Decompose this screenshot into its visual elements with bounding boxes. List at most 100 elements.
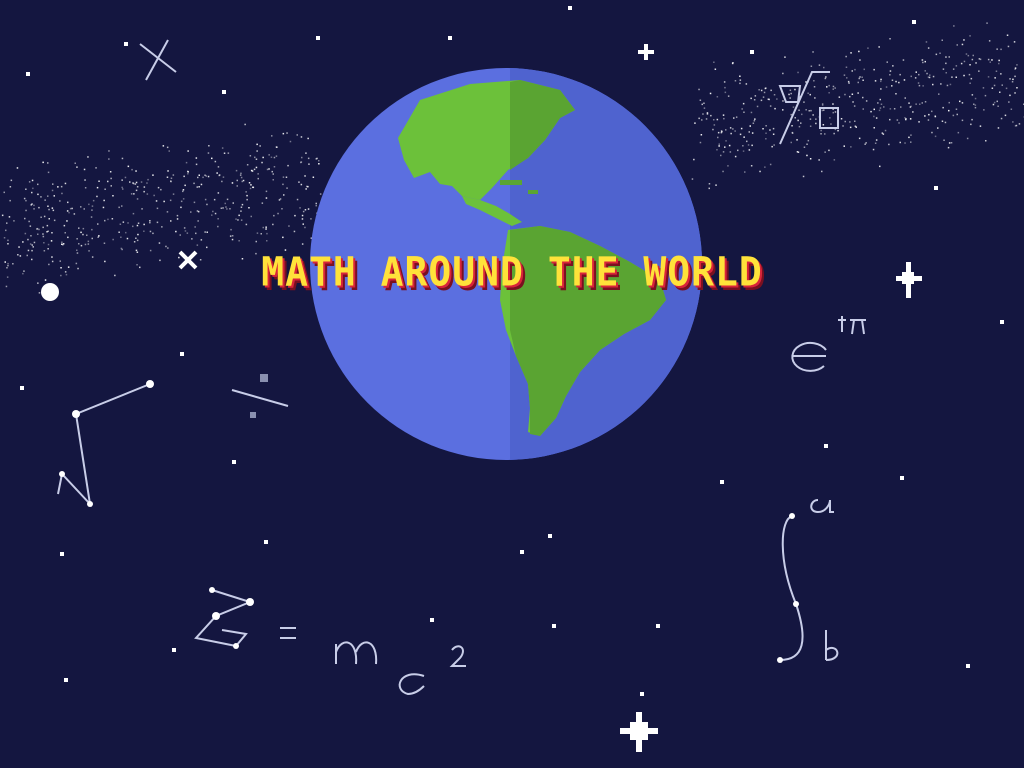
milky-way-dust [302, 223, 304, 225]
milky-way-dust [153, 194, 155, 197]
milky-way-dust [221, 180, 223, 183]
milky-way-dust [788, 93, 790, 96]
milky-way-dust [992, 103, 995, 106]
milky-way-dust [852, 101, 854, 103]
star [966, 664, 970, 668]
milky-way-dust [826, 86, 828, 88]
milky-way-dust [66, 210, 69, 212]
milky-way-dust [31, 203, 33, 205]
milky-way-dust [255, 240, 257, 243]
milky-way-dust [262, 156, 264, 159]
milky-way-dust [265, 227, 267, 229]
milky-way-dust [268, 154, 270, 156]
milky-way-dust [172, 193, 175, 195]
milky-way-dust [37, 183, 39, 186]
milky-way-dust [315, 202, 317, 205]
milky-way-dust [289, 140, 292, 143]
milky-way-dust [244, 123, 246, 126]
milky-way-dust [136, 264, 138, 266]
milky-way-dust [942, 68, 945, 70]
milky-way-dust [956, 44, 958, 46]
milky-way-dust [805, 81, 807, 83]
milky-way-dust [1011, 81, 1014, 83]
milky-way-dust [275, 155, 278, 157]
milky-way-dust [722, 151, 725, 153]
milky-way-dust [765, 132, 767, 134]
milky-way-dust [983, 109, 985, 111]
star [552, 624, 556, 628]
milky-way-dust [857, 92, 859, 94]
milky-way-dust [715, 184, 717, 186]
milky-way-dust [824, 77, 827, 80]
star [124, 42, 128, 46]
milky-way-dust [143, 223, 145, 226]
milky-way-dust [989, 61, 991, 63]
star [640, 692, 644, 696]
milky-way-dust [938, 93, 940, 95]
milky-way-dust [845, 66, 848, 68]
milky-way-dust [236, 179, 238, 182]
milky-way-dust [141, 208, 143, 210]
milky-way-dust [809, 93, 811, 96]
milky-way-dust [899, 73, 901, 76]
milky-way-dust [84, 243, 87, 246]
milky-way-dust [765, 138, 767, 140]
milky-way-dust [7, 262, 9, 265]
milky-way-dust [187, 173, 189, 175]
milky-way-dust [724, 86, 726, 89]
milky-way-dust [834, 111, 837, 113]
milky-way-dust [242, 179, 245, 182]
milky-way-dust [895, 93, 897, 95]
milky-way-dust [701, 119, 703, 121]
star [520, 550, 524, 554]
milky-way-dust [114, 274, 116, 277]
milky-way-dust [147, 178, 149, 181]
milky-way-dust [33, 204, 35, 207]
milky-way-dust [135, 181, 138, 184]
milky-way-dust [724, 91, 727, 94]
milky-way-dust [988, 40, 991, 42]
milky-way-dust [851, 70, 853, 72]
milky-way-dust [997, 127, 1000, 129]
milky-way-dust [250, 184, 252, 186]
milky-way-dust [180, 206, 182, 209]
milky-way-dust [265, 190, 268, 193]
milky-way-dust [249, 155, 252, 157]
milky-way-dust [873, 108, 875, 111]
milky-way-dust [891, 79, 894, 81]
milky-way-dust [253, 168, 256, 171]
milky-way-dust [760, 99, 763, 102]
milky-way-dust [190, 211, 192, 213]
milky-way-dust [38, 206, 40, 209]
milky-way-dust [949, 83, 952, 86]
milky-way-dust [840, 118, 843, 120]
milky-way-dust [7, 243, 9, 245]
milky-way-dust [828, 92, 830, 94]
milky-way-dust [924, 60, 926, 63]
milky-way-dust [790, 141, 792, 144]
milky-way-dust [257, 177, 259, 180]
milky-way-dust [790, 113, 792, 116]
milky-way-dust [863, 68, 865, 71]
milky-way-dust [238, 214, 240, 217]
milky-way-dust [995, 70, 998, 72]
milky-way-dust [833, 159, 836, 161]
milky-way-dust [784, 56, 786, 58]
milky-way-dust [62, 243, 64, 246]
milky-way-dust [808, 110, 810, 112]
milky-way-dust [63, 224, 66, 227]
milky-way-dust [743, 111, 745, 113]
milky-way-dust [857, 81, 859, 84]
milky-way-dust [178, 256, 180, 259]
milky-way-dust [46, 231, 48, 233]
milky-way-dust [854, 68, 856, 71]
milky-way-dust [270, 156, 273, 158]
milky-way-dust [120, 236, 122, 238]
milky-way-dust [31, 249, 33, 252]
milky-way-dust [76, 238, 78, 240]
milky-way-dust [961, 119, 964, 122]
milky-way-dust [739, 82, 741, 85]
milky-way-dust [305, 188, 307, 190]
milky-way-dust [1014, 92, 1016, 94]
milky-way-dust [858, 77, 860, 80]
